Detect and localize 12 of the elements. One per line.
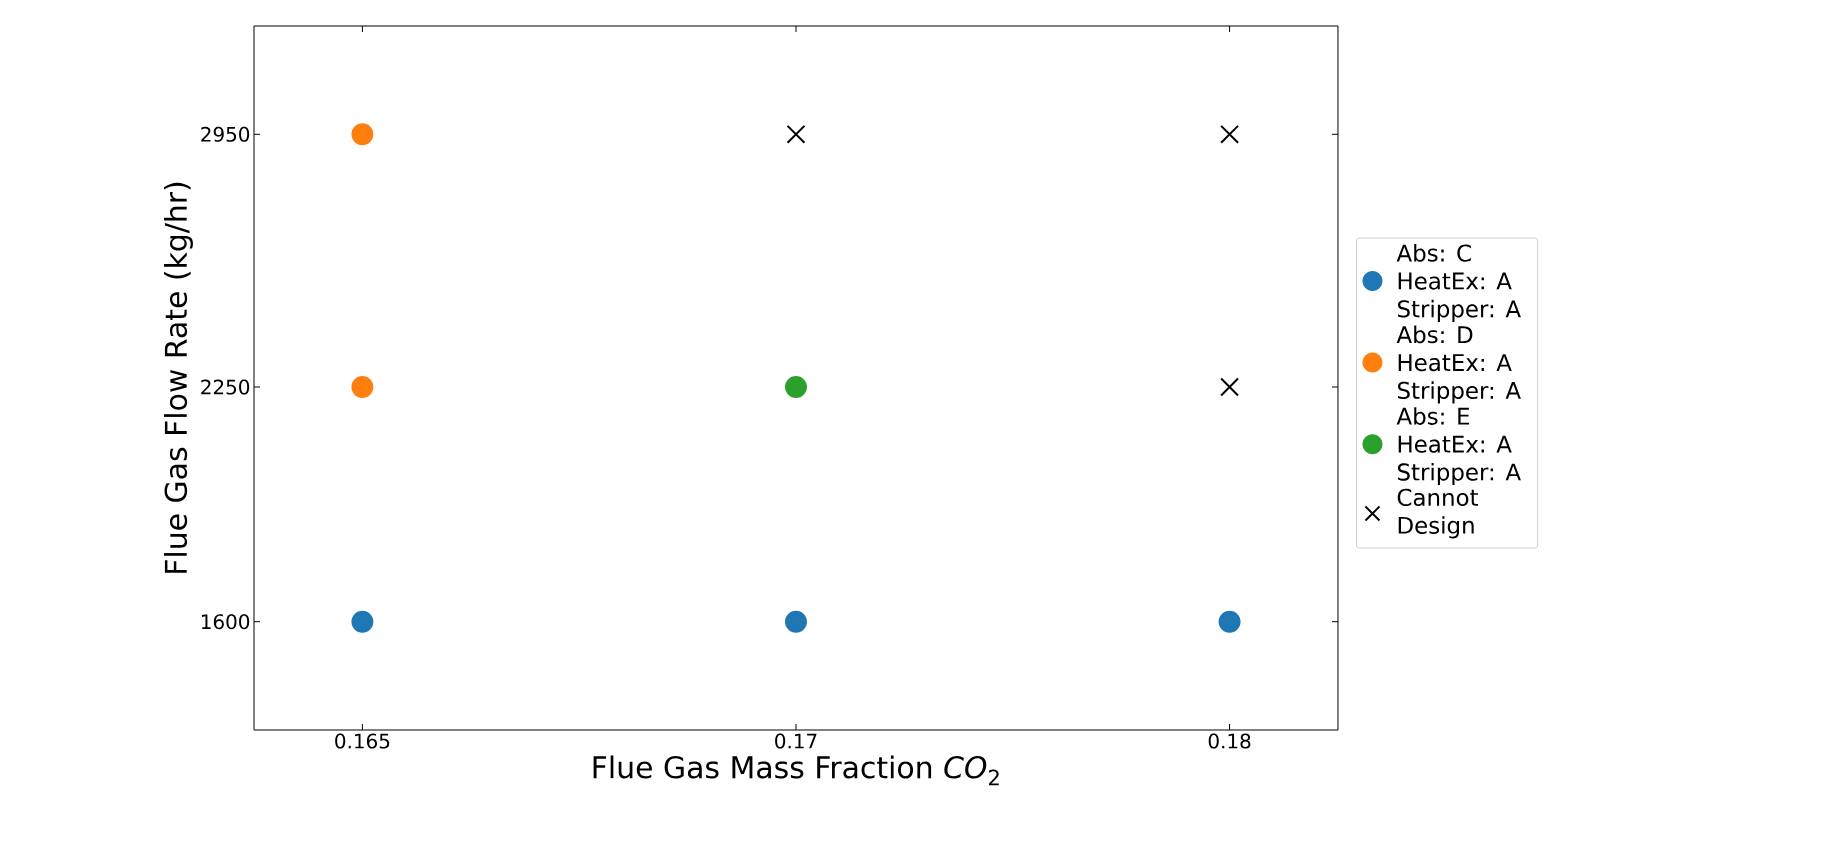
y-tick-label: 2250	[201, 379, 250, 395]
x-axis-title: Flue Gas Mass Fraction CO$_{2}$	[593, 755, 999, 786]
legend-label: Abs: D HeatEx: A Stripper: A	[1396, 325, 1521, 404]
legend-label: Abs: C HeatEx: A Stripper: A	[1396, 244, 1521, 322]
x-tick-label: 0.17	[775, 733, 817, 749]
x-tick-label: 0.165	[335, 733, 390, 749]
x-tick-label: 0.18	[1208, 733, 1251, 749]
y-axis-title: Flue Gas Flow Rate (kg/hr)	[164, 182, 193, 573]
legend-label: Abs: E HeatEx: A Stripper: A	[1396, 407, 1521, 486]
y-tick-label: 1600	[201, 614, 250, 630]
y-tick-label: 2950	[201, 126, 250, 142]
legend-label: Cannot Design	[1397, 488, 1479, 539]
